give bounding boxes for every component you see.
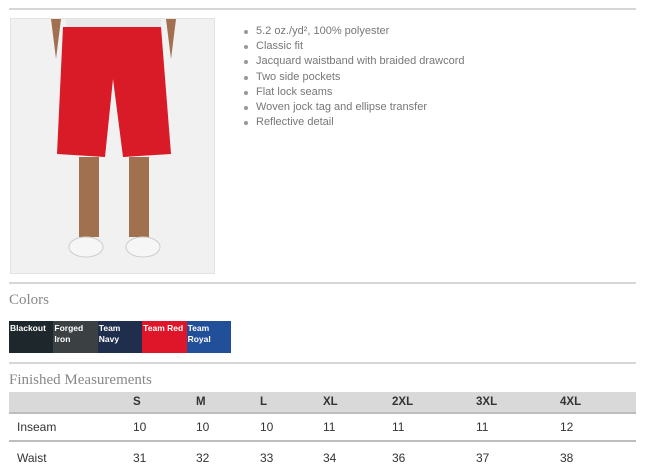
measurements-heading: Finished Measurements (9, 372, 152, 388)
cell: 32 (196, 451, 210, 465)
size-header: L (260, 396, 268, 408)
feature-item: Woven jock tag and ellipse transfer (243, 100, 465, 115)
divider (9, 282, 636, 284)
color-swatches: Blackout Forged Iron Team Navy Team Red … (9, 321, 231, 353)
swatch-team-navy[interactable]: Team Navy (97, 321, 143, 353)
row-label: Inseam (17, 420, 57, 434)
product-image (10, 18, 215, 274)
top-divider (9, 8, 636, 10)
swatch-team-red[interactable]: Team Red (142, 321, 187, 353)
colors-heading: Colors (9, 292, 50, 308)
feature-item: 5.2 oz./yd², 100% polyester (243, 24, 465, 39)
size-header: 2XL (392, 396, 414, 408)
divider (9, 362, 636, 364)
row-divider (9, 440, 636, 442)
cell: 11 (323, 420, 336, 434)
cell: 10 (196, 420, 210, 434)
feature-item: Reflective detail (243, 115, 465, 130)
cell: 36 (392, 451, 406, 465)
size-header: M (196, 396, 206, 408)
swatch-team-royal[interactable]: Team Royal (186, 321, 231, 353)
size-header: S (133, 396, 141, 408)
cell: 31 (133, 451, 147, 465)
size-header-row: S M L XL 2XL 3XL 4XL (9, 392, 636, 414)
size-header: 4XL (560, 396, 582, 408)
cell: 10 (260, 420, 274, 434)
swatch-forged-iron[interactable]: Forged Iron (53, 321, 98, 353)
cell: 37 (476, 451, 490, 465)
row-label: Waist (17, 451, 47, 465)
feature-item: Classic fit (243, 39, 465, 54)
cell: 11 (392, 420, 405, 434)
feature-item: Two side pockets (243, 70, 465, 85)
size-header: XL (323, 396, 338, 408)
cell: 11 (476, 420, 489, 434)
table-row-inseam: Inseam 10 10 10 11 11 11 12 (9, 417, 636, 437)
cell: 38 (560, 451, 574, 465)
size-header: 3XL (476, 396, 498, 408)
swatch-blackout[interactable]: Blackout (9, 321, 54, 353)
cell: 10 (133, 420, 147, 434)
cell: 34 (323, 451, 337, 465)
table-row-waist: Waist 31 32 33 34 36 37 38 (9, 448, 636, 468)
feature-item: Flat lock seams (243, 85, 465, 100)
feature-list: 5.2 oz./yd², 100% polyester Classic fit … (243, 24, 465, 130)
cell: 33 (260, 451, 274, 465)
feature-item: Jacquard waistband with braided drawcord (243, 54, 465, 69)
cell: 12 (560, 420, 574, 434)
